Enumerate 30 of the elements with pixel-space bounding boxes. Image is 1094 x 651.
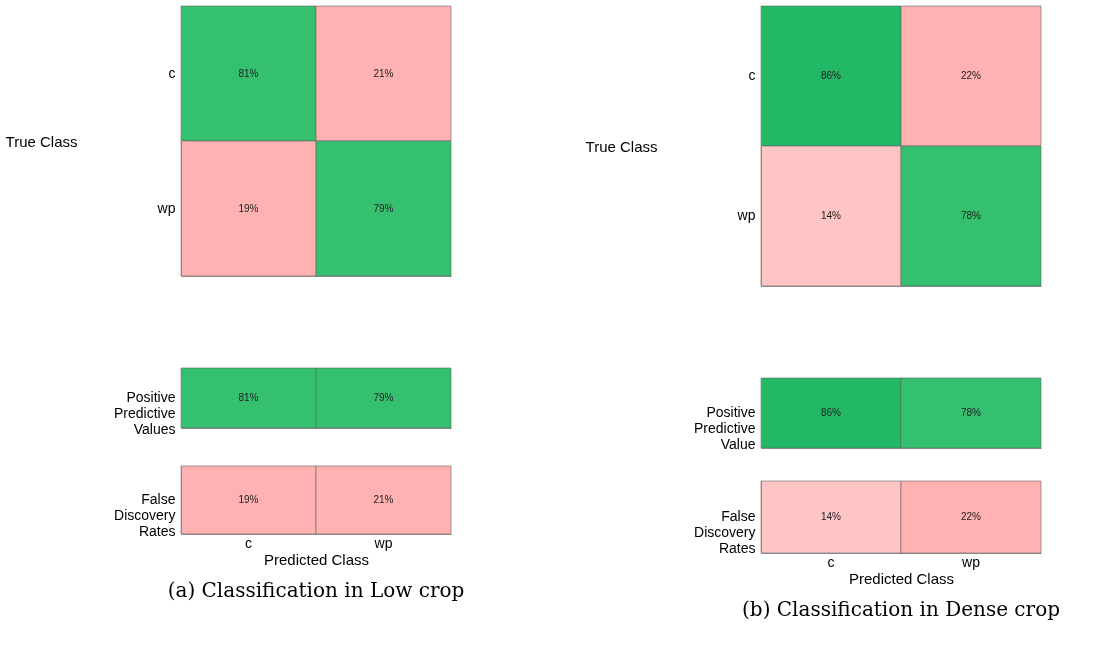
data-label: 78% bbox=[960, 407, 982, 418]
data-label: 86% bbox=[820, 70, 842, 81]
data-label: 22% bbox=[960, 511, 982, 522]
data-label: 79% bbox=[373, 392, 394, 403]
x-axis-title: Predicted Class bbox=[848, 569, 955, 587]
y-tick-label: wp bbox=[736, 207, 756, 223]
y-tick-label: False Discovery Rates bbox=[694, 508, 756, 556]
y-tick-label: Positive Predictive Value bbox=[694, 404, 756, 452]
data-label: 19% bbox=[238, 202, 259, 214]
data-label: 14% bbox=[820, 511, 842, 522]
x-axis-title: Predicted Class bbox=[263, 550, 370, 568]
data-label: 22% bbox=[960, 70, 982, 81]
data-label: 79% bbox=[373, 202, 394, 214]
y-tick-label: False Discovery Rates bbox=[114, 491, 176, 539]
y-axis-title: True Class bbox=[585, 137, 658, 155]
y-tick-label: c bbox=[748, 67, 756, 83]
data-label: 81% bbox=[238, 392, 259, 403]
data-label: 21% bbox=[373, 494, 394, 505]
y-tick-label: wp bbox=[156, 199, 176, 216]
y-tick-label: Positive Predictive Values bbox=[114, 389, 176, 437]
text: (b) Classification in Dense crop bbox=[742, 597, 1060, 621]
y-axis-title: True Class bbox=[5, 132, 78, 150]
data-label: 78% bbox=[960, 210, 982, 221]
data-label: 19% bbox=[238, 494, 259, 505]
y-tick-label: c bbox=[168, 64, 176, 81]
data-label: 14% bbox=[820, 210, 842, 221]
data-label: 81% bbox=[238, 67, 259, 79]
data-label: 21% bbox=[373, 67, 394, 79]
text: (a) Classification in Low crop bbox=[167, 578, 465, 602]
data-label: 86% bbox=[820, 407, 842, 418]
